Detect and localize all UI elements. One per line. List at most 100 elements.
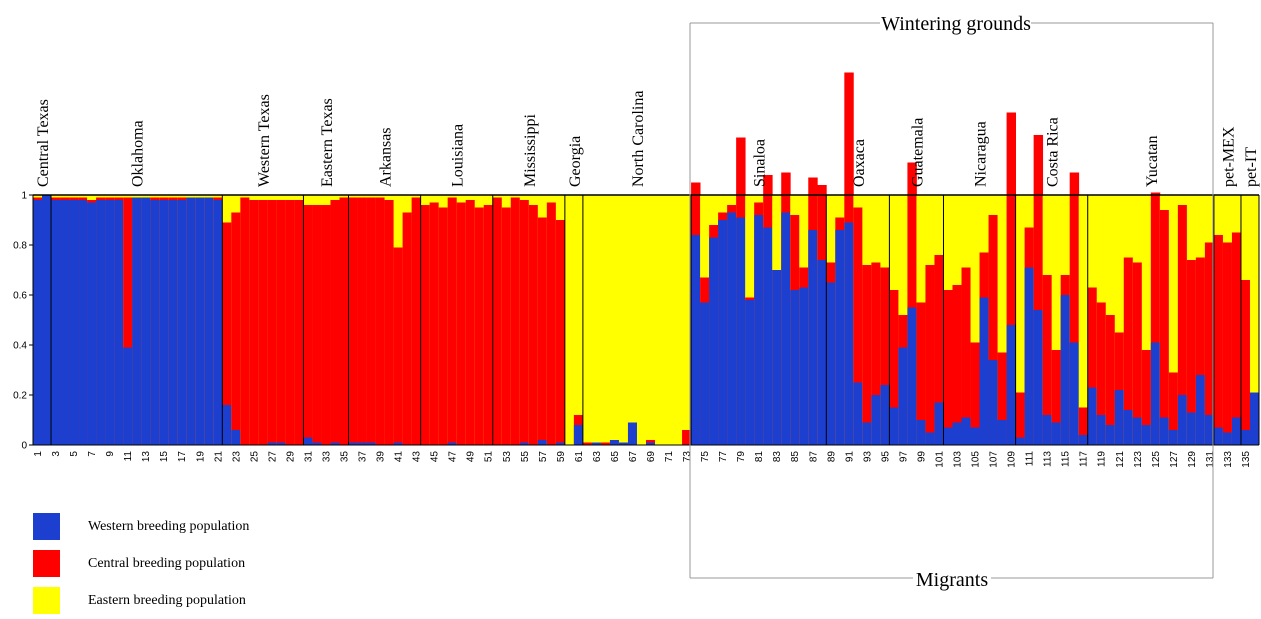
x-tick-label: 65 bbox=[610, 451, 621, 463]
bar-eastern bbox=[636, 195, 647, 445]
legend-item-central: Central breeding population bbox=[33, 545, 249, 582]
x-tick-label: 101 bbox=[934, 451, 945, 468]
bar-central bbox=[1159, 210, 1170, 445]
bar-western bbox=[393, 442, 404, 445]
bar-central bbox=[862, 265, 872, 445]
group-label: Yucatan bbox=[1144, 135, 1161, 187]
y-axis: 0 0.2 0.4 0.6 0.8 1 bbox=[13, 191, 33, 452]
x-tick-label: 25 bbox=[249, 451, 260, 463]
bar-central bbox=[492, 197, 503, 445]
bar-western bbox=[1042, 415, 1053, 445]
bar-central bbox=[1114, 332, 1125, 445]
bar-eastern bbox=[564, 195, 575, 445]
bar-central bbox=[528, 205, 539, 445]
group-label: Guatemala bbox=[909, 118, 926, 187]
bar-western bbox=[1096, 415, 1107, 445]
bar-eastern bbox=[655, 195, 665, 445]
bar-eastern bbox=[573, 195, 584, 445]
x-tick-label: 63 bbox=[592, 451, 603, 463]
bar-western bbox=[573, 425, 584, 445]
bar-central bbox=[1213, 235, 1224, 445]
x-tick-label: 1 bbox=[33, 451, 44, 457]
legend-label-central: Central breeding population bbox=[88, 555, 246, 571]
bar-western bbox=[718, 220, 728, 445]
x-tick-label: 129 bbox=[1187, 451, 1198, 468]
migrants-label: Migrants bbox=[916, 569, 988, 591]
bracket-boxes: Wintering grounds Migrants bbox=[689, 13, 1214, 591]
bar-central bbox=[537, 217, 548, 445]
bar-western bbox=[330, 442, 340, 445]
bars-layer bbox=[33, 72, 1260, 445]
bar-western bbox=[745, 300, 755, 445]
bar-eastern bbox=[997, 195, 1007, 445]
group-label: pet-MEX bbox=[1220, 126, 1237, 187]
bar-western bbox=[213, 200, 223, 445]
x-tick-label: 9 bbox=[105, 451, 116, 457]
x-tick-label: 135 bbox=[1241, 451, 1252, 468]
bar-western bbox=[862, 422, 872, 445]
x-tick-label: 125 bbox=[1151, 451, 1162, 468]
bar-central bbox=[375, 197, 385, 445]
bar-central bbox=[474, 207, 485, 445]
bar-western bbox=[150, 200, 160, 445]
group-label: Nicaragua bbox=[973, 121, 990, 187]
x-tick-label: 59 bbox=[556, 451, 567, 463]
bar-central bbox=[1051, 350, 1062, 445]
x-tick-label: 31 bbox=[303, 451, 314, 463]
bar-western bbox=[736, 217, 746, 445]
bar-western bbox=[267, 442, 277, 445]
bar-central bbox=[1150, 192, 1161, 445]
x-tick-label: 91 bbox=[844, 451, 855, 463]
bar-central bbox=[303, 205, 313, 445]
bar-western bbox=[222, 405, 232, 445]
bar-western bbox=[60, 200, 70, 445]
bar-central bbox=[1069, 172, 1080, 445]
x-tick-label: 57 bbox=[538, 451, 549, 463]
x-tick-label: 49 bbox=[466, 451, 477, 463]
legend-swatch-central bbox=[33, 550, 60, 577]
bar-central bbox=[907, 162, 917, 445]
bar-central bbox=[952, 285, 962, 445]
bar-western bbox=[961, 417, 971, 445]
bar-western bbox=[772, 270, 782, 445]
bar-western bbox=[159, 200, 169, 445]
bar-central bbox=[339, 197, 349, 445]
x-tick-label: 47 bbox=[448, 451, 459, 463]
legend-label-western: Western breeding population bbox=[88, 518, 250, 534]
bar-western bbox=[1231, 417, 1242, 445]
group-label: Arkansas bbox=[378, 127, 395, 187]
bar-central bbox=[348, 197, 358, 445]
x-tick-label: 97 bbox=[898, 451, 909, 463]
bar-western bbox=[78, 200, 88, 445]
x-tick-label: 123 bbox=[1133, 451, 1144, 468]
legend-swatch-eastern bbox=[33, 587, 60, 614]
bar-western bbox=[357, 442, 367, 445]
x-tick-label: 77 bbox=[718, 451, 729, 463]
group-label: Oklahoma bbox=[130, 120, 147, 187]
bar-western bbox=[700, 302, 710, 445]
bar-western bbox=[303, 437, 313, 445]
x-tick-label: 83 bbox=[772, 451, 783, 463]
bar-central bbox=[510, 197, 521, 445]
bar-western bbox=[1123, 410, 1134, 445]
bar-western bbox=[447, 442, 458, 445]
y-tick-label: 0.6 bbox=[13, 291, 27, 302]
bar-western bbox=[1150, 342, 1161, 445]
bar-western bbox=[1141, 425, 1152, 445]
x-tick-label: 107 bbox=[989, 451, 1000, 468]
bar-western bbox=[1159, 417, 1170, 445]
bar-western bbox=[204, 197, 214, 445]
legend-item-eastern: Eastern breeding population bbox=[33, 582, 249, 619]
bar-eastern bbox=[1168, 195, 1179, 445]
x-tick-label: 69 bbox=[646, 451, 657, 463]
bar-eastern bbox=[1114, 195, 1125, 445]
group-labels: Central Texas Oklahoma Western Texas Easter… bbox=[35, 91, 1260, 187]
bar-eastern bbox=[673, 195, 683, 445]
bar-central bbox=[1195, 257, 1206, 445]
bar-western bbox=[186, 197, 196, 445]
y-tick-label: 0.4 bbox=[13, 341, 27, 352]
x-tick-label: 81 bbox=[754, 451, 765, 463]
bar-central bbox=[682, 430, 692, 445]
bar-western bbox=[934, 402, 944, 445]
bar-western bbox=[871, 395, 881, 445]
